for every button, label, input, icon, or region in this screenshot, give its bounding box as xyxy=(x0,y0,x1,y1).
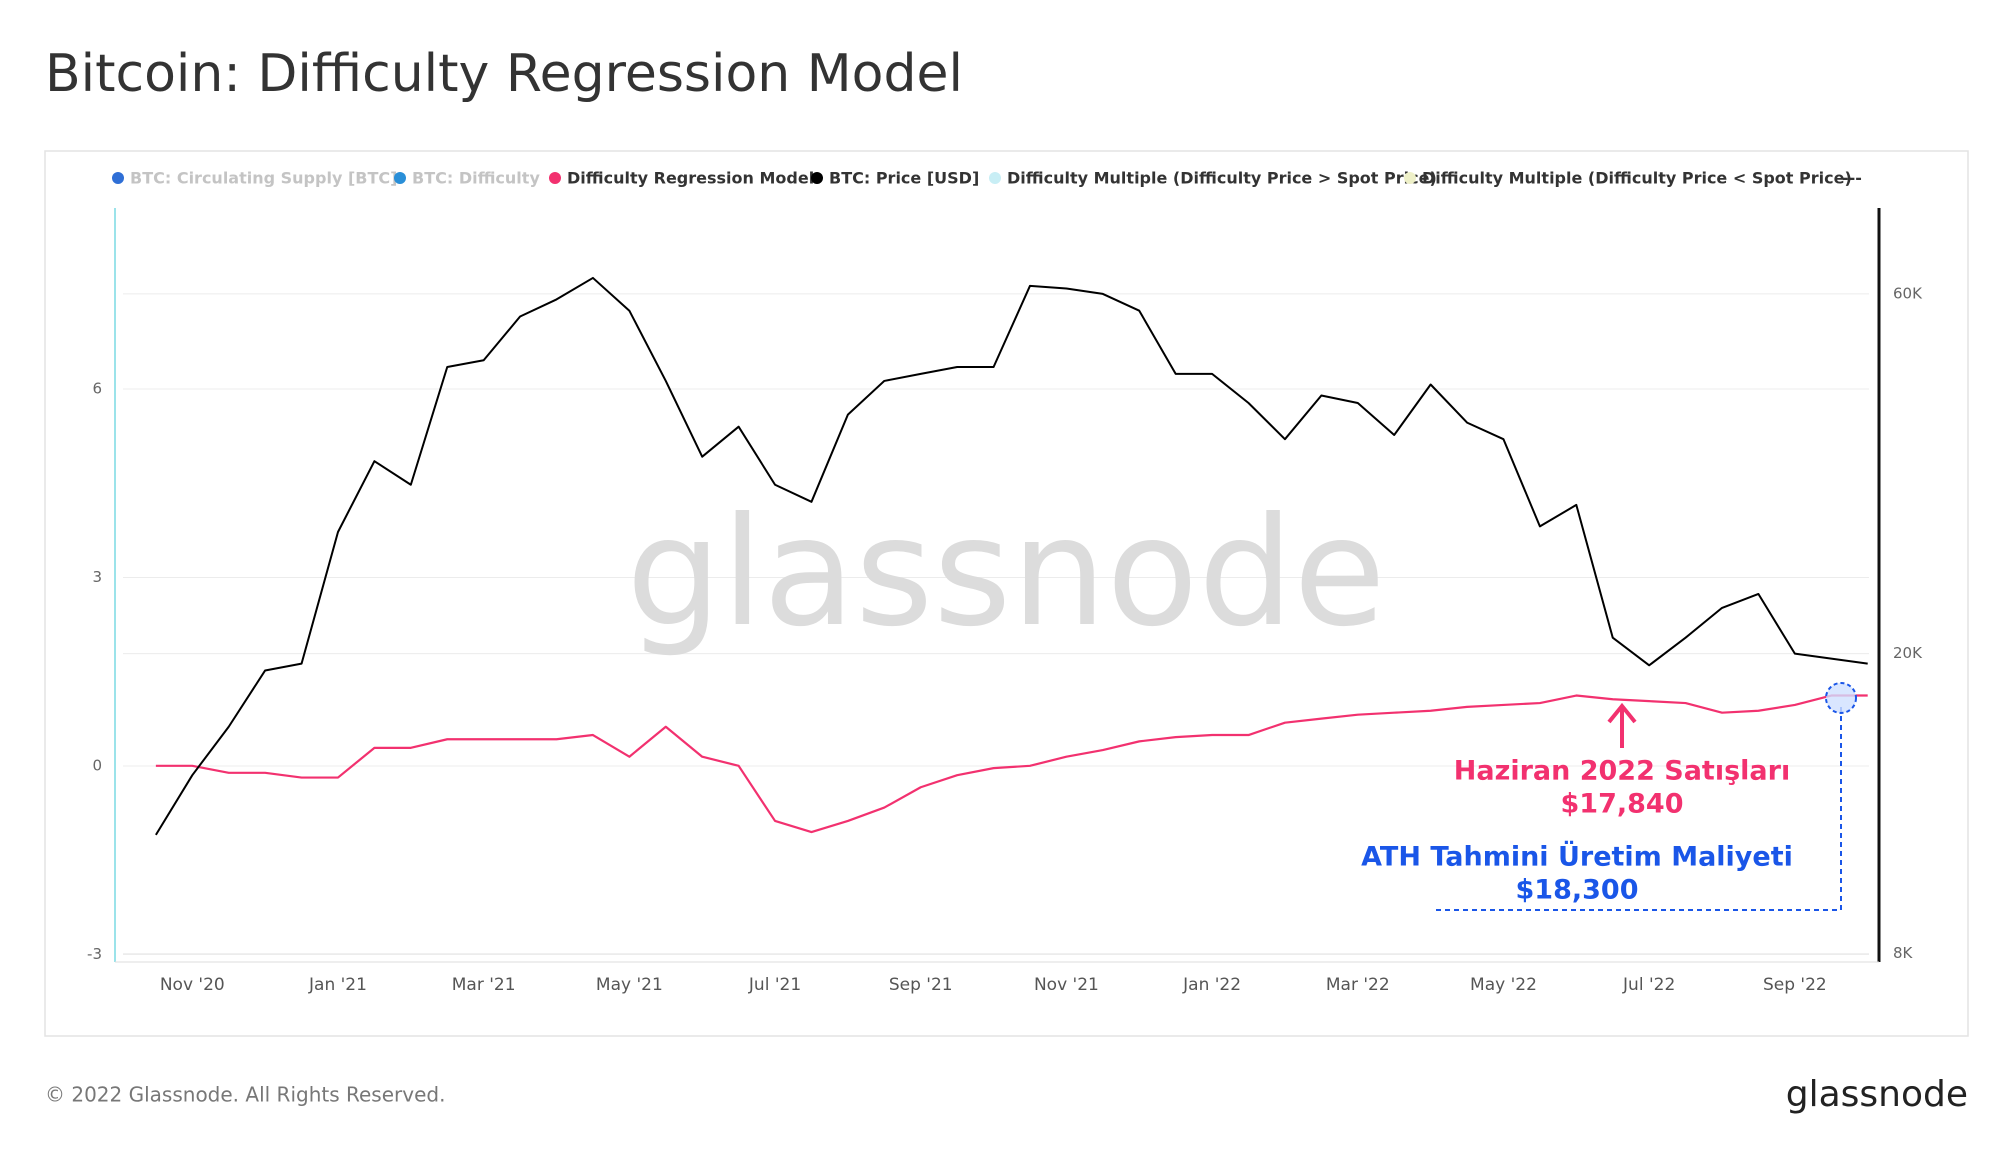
x-tick-label: Sep '21 xyxy=(889,975,953,995)
chart-frame xyxy=(44,150,1969,1037)
y-tick-label: 3 xyxy=(92,568,102,586)
series-line xyxy=(155,694,1868,834)
x-tick-label: May '22 xyxy=(1470,975,1537,995)
legend-swatch xyxy=(112,172,124,184)
legend-label[interactable]: Difficulty Multiple (Difficulty Price > … xyxy=(1007,169,1437,188)
x-tick-label: Nov '21 xyxy=(1034,975,1099,995)
logo: glassnode xyxy=(1786,1074,1968,1115)
chart-title: Bitcoin: Difficulty Regression Model xyxy=(45,44,963,104)
y-tick-label: 6 xyxy=(92,379,102,397)
legend-swatch xyxy=(394,172,406,184)
x-tick-label: Nov '20 xyxy=(160,975,225,995)
x-tick-label: Jul '22 xyxy=(1622,975,1675,995)
x-tick-label: Sep '22 xyxy=(1763,975,1827,995)
legend-label[interactable]: --- xyxy=(1842,169,1862,188)
annotations xyxy=(1436,682,1857,911)
x-tick-label: Jan '22 xyxy=(1182,975,1241,995)
x-tick-label: Jan '21 xyxy=(308,975,367,995)
footer: © 2022 Glassnode. All Rights Reserved. xyxy=(45,1083,445,1107)
legend-swatch xyxy=(1404,172,1416,184)
y2-tick-label: 60K xyxy=(1893,284,1923,302)
annotation: $18,300 xyxy=(1516,875,1639,906)
arrow-head xyxy=(1607,702,1637,724)
dashed-guide xyxy=(1436,705,1842,911)
watermark: glassnode xyxy=(626,486,1385,660)
legend-label[interactable]: Difficulty Regression Model xyxy=(567,169,814,188)
y-tick-label: 0 xyxy=(92,756,102,774)
legend-swatch xyxy=(989,172,1001,184)
x-tick-label: Mar '21 xyxy=(452,975,516,995)
annotation: Haziran 2022 Satışları xyxy=(1454,756,1790,787)
y-tick-label: -3 xyxy=(87,945,102,963)
legend-label[interactable]: BTC: Difficulty xyxy=(412,169,540,188)
y2-tick-label: 20K xyxy=(1893,644,1923,662)
annotation: $17,840 xyxy=(1561,789,1684,820)
x-tick-label: Jul '21 xyxy=(748,975,801,995)
highlight-circle xyxy=(1825,682,1857,714)
legend-swatch xyxy=(549,172,561,184)
series-line xyxy=(155,276,1868,836)
x-tick-label: May '21 xyxy=(596,975,663,995)
legend-swatch xyxy=(811,172,823,184)
legend-label[interactable]: BTC: Price [USD] xyxy=(829,169,979,188)
y2-tick-label: 8K xyxy=(1893,944,1914,962)
x-tick-label: Mar '22 xyxy=(1326,975,1390,995)
legend-label[interactable]: Difficulty Multiple (Difficulty Price < … xyxy=(1422,169,1852,188)
annotation: ATH Tahmini Üretim Maliyeti xyxy=(1361,840,1793,873)
legend-label[interactable]: BTC: Circulating Supply [BTC] xyxy=(130,169,397,188)
